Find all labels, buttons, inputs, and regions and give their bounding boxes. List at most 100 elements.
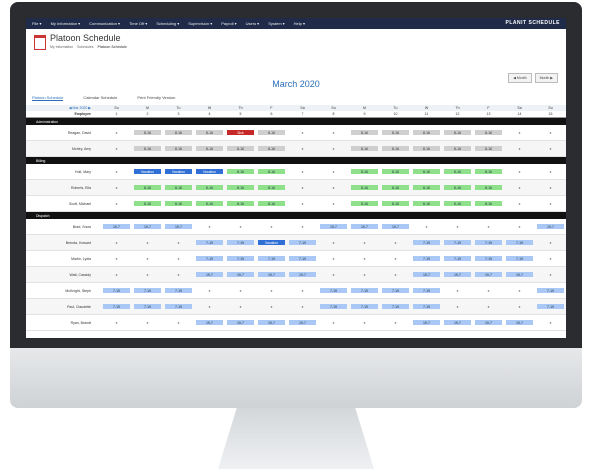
- shift-cell[interactable]: x: [535, 235, 566, 250]
- shift-cell[interactable]: 7-19: [101, 283, 132, 298]
- shift-cell[interactable]: 7-19: [349, 299, 380, 314]
- employee-name[interactable]: Roberts, Ella: [70, 185, 91, 190]
- shift-cell[interactable]: x: [504, 196, 535, 211]
- shift-cell[interactable]: 19-7: [411, 315, 442, 330]
- menu-item[interactable]: My Information ▾: [50, 21, 81, 26]
- shift-cell[interactable]: x: [318, 267, 349, 282]
- shift-cell[interactable]: x: [101, 315, 132, 330]
- shift-cell[interactable]: x: [380, 315, 411, 330]
- shift-cell[interactable]: 19-7: [535, 219, 566, 234]
- shift-cell[interactable]: 7-19: [101, 299, 132, 314]
- shift-cell[interactable]: x: [442, 299, 473, 314]
- shift-cell[interactable]: 8-16: [132, 180, 163, 195]
- shift-cell[interactable]: 8-16: [163, 125, 194, 140]
- menu-item[interactable]: File ▾: [32, 21, 42, 26]
- menu-item[interactable]: Users ▾: [245, 21, 260, 26]
- shift-cell[interactable]: 8-16: [256, 180, 287, 195]
- menu-item[interactable]: Communication ▾: [89, 21, 121, 26]
- shift-cell[interactable]: 7-19: [380, 283, 411, 298]
- shift-cell[interactable]: 19-7: [442, 315, 473, 330]
- shift-cell[interactable]: 8-16: [225, 180, 256, 195]
- shift-cell[interactable]: 19-7: [256, 315, 287, 330]
- shift-cell[interactable]: x: [287, 219, 318, 234]
- shift-cell[interactable]: x: [132, 315, 163, 330]
- shift-cell[interactable]: x: [318, 141, 349, 156]
- shift-cell[interactable]: 7-19: [225, 235, 256, 250]
- shift-cell[interactable]: 8-16: [442, 196, 473, 211]
- employee-name[interactable]: Brad, Snow: [72, 224, 91, 229]
- shift-cell[interactable]: 8-16: [473, 196, 504, 211]
- shift-cell[interactable]: x: [504, 125, 535, 140]
- shift-cell[interactable]: 19-7: [132, 219, 163, 234]
- shift-cell[interactable]: x: [163, 267, 194, 282]
- shift-cell[interactable]: x: [535, 141, 566, 156]
- shift-cell[interactable]: x: [411, 219, 442, 234]
- shift-cell[interactable]: 7-19: [132, 283, 163, 298]
- shift-cell[interactable]: x: [225, 299, 256, 314]
- shift-cell[interactable]: x: [318, 251, 349, 266]
- shift-cell[interactable]: 8-16: [194, 196, 225, 211]
- shift-cell[interactable]: 8-16: [380, 125, 411, 140]
- breadcrumb-item[interactable]: My Information: [50, 45, 74, 49]
- shift-cell[interactable]: x: [535, 251, 566, 266]
- shift-cell[interactable]: x: [287, 125, 318, 140]
- shift-cell[interactable]: 8-16: [163, 196, 194, 211]
- shift-cell[interactable]: 7-19: [163, 299, 194, 314]
- shift-cell[interactable]: 8-16: [380, 141, 411, 156]
- shift-cell[interactable]: x: [101, 267, 132, 282]
- shift-cell[interactable]: Vacation: [132, 164, 163, 179]
- shift-cell[interactable]: x: [101, 125, 132, 140]
- employee-name[interactable]: Morley, Amy: [72, 146, 91, 151]
- shift-cell[interactable]: 8-16: [132, 141, 163, 156]
- shift-cell[interactable]: x: [287, 196, 318, 211]
- shift-cell[interactable]: x: [535, 315, 566, 330]
- shift-cell[interactable]: x: [504, 299, 535, 314]
- shift-cell[interactable]: 7-19: [225, 251, 256, 266]
- tab[interactable]: Platoon Schedule: [32, 95, 64, 101]
- shift-cell[interactable]: 19-7: [349, 219, 380, 234]
- shift-cell[interactable]: x: [287, 180, 318, 195]
- shift-cell[interactable]: 7-19: [473, 235, 504, 250]
- shift-cell[interactable]: x: [225, 219, 256, 234]
- shift-cell[interactable]: 7-19: [380, 299, 411, 314]
- shift-cell[interactable]: x: [380, 235, 411, 250]
- shift-cell[interactable]: 7-19: [535, 299, 566, 314]
- shift-cell[interactable]: x: [287, 283, 318, 298]
- tab[interactable]: Calendar Schedule: [83, 95, 118, 100]
- shift-cell[interactable]: x: [256, 219, 287, 234]
- tab[interactable]: Print Friendly Version: [137, 95, 176, 100]
- shift-cell[interactable]: 8-16: [256, 164, 287, 179]
- breadcrumb-item[interactable]: Schedules: [77, 45, 94, 49]
- shift-cell[interactable]: 8-16: [473, 164, 504, 179]
- shift-cell[interactable]: x: [318, 315, 349, 330]
- shift-cell[interactable]: 8-16: [380, 164, 411, 179]
- shift-cell[interactable]: x: [535, 164, 566, 179]
- nav-button[interactable]: ◀ Month: [508, 73, 532, 83]
- employee-name[interactable]: McKnight, Steph: [65, 288, 91, 293]
- shift-cell[interactable]: x: [132, 235, 163, 250]
- shift-cell[interactable]: x: [380, 267, 411, 282]
- shift-cell[interactable]: 8-16: [163, 180, 194, 195]
- shift-cell[interactable]: x: [194, 219, 225, 234]
- shift-cell[interactable]: 8-16: [473, 141, 504, 156]
- shift-cell[interactable]: 19-7: [287, 267, 318, 282]
- shift-cell[interactable]: 7-19: [473, 251, 504, 266]
- shift-cell[interactable]: x: [194, 299, 225, 314]
- shift-cell[interactable]: 8-16: [411, 164, 442, 179]
- shift-cell[interactable]: 7-19: [411, 299, 442, 314]
- menu-item[interactable]: Payroll ▾: [221, 21, 237, 26]
- shift-cell[interactable]: 8-16: [194, 141, 225, 156]
- shift-cell[interactable]: x: [256, 299, 287, 314]
- shift-cell[interactable]: 19-7: [380, 219, 411, 234]
- shift-cell[interactable]: 8-16: [380, 196, 411, 211]
- shift-cell[interactable]: 19-7: [411, 267, 442, 282]
- menu-item[interactable]: Time Off ▾: [129, 21, 148, 26]
- shift-cell[interactable]: x: [318, 180, 349, 195]
- employee-name[interactable]: Martin, Lydia: [71, 256, 91, 261]
- shift-cell[interactable]: x: [442, 219, 473, 234]
- shift-cell[interactable]: x: [287, 164, 318, 179]
- shift-cell[interactable]: x: [132, 251, 163, 266]
- menu-item[interactable]: Help ▾: [293, 21, 306, 26]
- shift-cell[interactable]: 19-7: [194, 315, 225, 330]
- shift-cell[interactable]: x: [132, 267, 163, 282]
